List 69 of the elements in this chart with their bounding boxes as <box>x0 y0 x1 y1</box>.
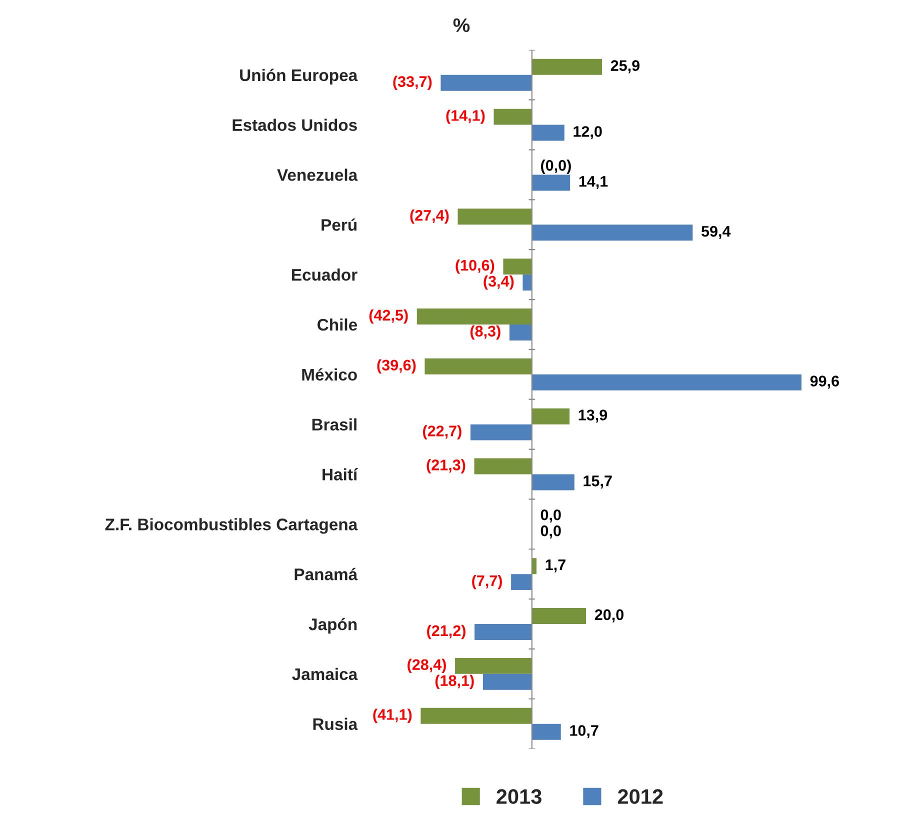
y-tick-label: Perú <box>322 218 356 231</box>
bar <box>474 624 532 640</box>
y-tick-label: Rusia <box>313 718 358 730</box>
data-label: (27,4) <box>410 210 449 224</box>
bar <box>424 358 532 374</box>
bar <box>494 108 532 125</box>
bar <box>455 658 532 674</box>
data-label: (22,7) <box>423 425 462 440</box>
data-label: (7,7) <box>472 574 502 590</box>
data-label: (18,1) <box>435 674 474 690</box>
y-tick-label: Ecuador <box>292 268 358 281</box>
data-label: (3,4) <box>484 275 514 290</box>
bar <box>532 724 561 740</box>
bar <box>458 208 532 225</box>
y-tick-label: Chile <box>318 318 358 331</box>
data-label: 12,0 <box>574 126 602 140</box>
data-label: 15,7 <box>584 476 612 489</box>
y-tick-label: Estados Unidos <box>232 118 357 132</box>
data-label: 59,4 <box>701 226 731 239</box>
bar <box>416 308 532 324</box>
data-label: 20,0 <box>594 609 624 622</box>
data-label: 14,1 <box>579 176 608 190</box>
data-label: (21,2) <box>427 624 466 640</box>
data-label: 0,0 <box>540 509 561 522</box>
legend-label: 2013 <box>496 789 542 804</box>
y-tick-label: Jamaica <box>292 668 358 680</box>
bar <box>511 574 532 590</box>
bar <box>509 324 532 340</box>
data-label: 99,6 <box>810 376 839 389</box>
y-tick-label: Haití <box>322 468 358 480</box>
bar <box>532 174 570 191</box>
bar <box>474 458 532 474</box>
bar <box>532 608 586 624</box>
bar <box>532 58 602 75</box>
bar <box>532 224 693 241</box>
data-label: 10,7 <box>570 725 598 738</box>
bar <box>440 74 532 91</box>
text: % <box>453 18 470 32</box>
bar <box>420 708 532 724</box>
y-tick-label: México <box>302 368 357 381</box>
bar <box>532 474 574 490</box>
bar <box>532 124 564 141</box>
bar <box>522 274 532 291</box>
data-label: (28,4) <box>408 658 446 674</box>
data-label: (14,1) <box>446 110 485 124</box>
data-label: (10,6) <box>456 259 494 274</box>
data-label: (0,0) <box>541 160 571 174</box>
y-tick-label: Z.F. Biocombustibles Cartagena <box>105 518 358 534</box>
y-tick-label: Unión Europea <box>240 68 358 84</box>
y-tick-label: Panamá <box>294 568 358 580</box>
y-tick-label: Brasil <box>312 418 356 431</box>
data-label: 0,0 <box>540 525 561 538</box>
bar <box>503 258 532 275</box>
data-label: 1,7 <box>546 560 566 572</box>
legend-label: 2012 <box>618 789 663 804</box>
bar <box>482 674 532 690</box>
y-tick-label: Japón <box>308 618 357 634</box>
bar <box>470 424 532 440</box>
bar <box>532 374 802 390</box>
data-label: (8,3) <box>470 325 500 340</box>
bar <box>532 408 570 424</box>
data-label: (41,1) <box>373 708 412 723</box>
data-label: (39,6) <box>377 359 416 374</box>
data-label: 13,9 <box>578 410 608 423</box>
data-label: 25,9 <box>610 60 640 74</box>
data-label: (42,5) <box>369 309 408 324</box>
y-tick-label: Venezuela <box>277 168 358 181</box>
data-label: (33,7) <box>393 76 432 90</box>
data-label: (21,3) <box>426 459 466 474</box>
